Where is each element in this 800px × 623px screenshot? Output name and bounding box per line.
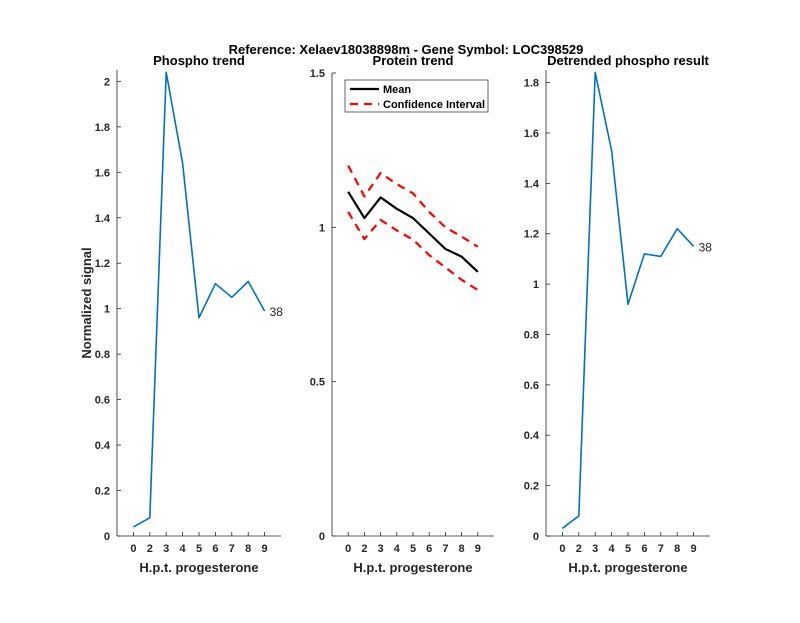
ci-line [348, 212, 478, 290]
x-tick-label: 5 [196, 543, 202, 555]
x-tick-label: 5 [410, 543, 416, 555]
x-tick-label: 7 [229, 543, 235, 555]
panel-title: Phospho trend [153, 53, 245, 68]
x-axis-label: H.p.t. progesterone [353, 560, 472, 575]
panel-title: Detrended phospho result [547, 53, 709, 68]
y-tick-label: 0.6 [95, 395, 110, 407]
ci-line [348, 166, 478, 247]
y-tick-label: 1.6 [524, 128, 539, 140]
x-tick-label: 3 [378, 543, 384, 555]
y-tick-label: 0.2 [95, 486, 110, 498]
series-line [133, 72, 264, 527]
legend: Mean Confidence Interval [345, 80, 488, 112]
x-tick-label: 3 [163, 543, 169, 555]
legend-mean-label: Mean [383, 84, 411, 96]
x-tick-label: 8 [674, 543, 680, 555]
x-tick-label: 9 [691, 543, 697, 555]
x-tick-label: 9 [475, 543, 481, 555]
end-label: 38 [270, 305, 284, 319]
x-tick-label: 4 [609, 543, 616, 555]
x-axis-label: H.p.t. progesterone [139, 560, 258, 575]
x-tick-label: 0 [130, 543, 136, 555]
x-tick-label: 9 [262, 543, 268, 555]
x-tick-label: 8 [245, 543, 251, 555]
x-tick-label: 2 [147, 543, 153, 555]
y-tick-label: 1 [533, 279, 539, 291]
y-tick-label: 1.2 [95, 258, 110, 270]
y-tick-label: 2 [104, 76, 110, 88]
x-tick-label: 4 [394, 543, 401, 555]
y-tick-label: 1.5 [310, 68, 325, 80]
x-tick-label: 7 [442, 543, 448, 555]
y-tick-label: 0.2 [524, 481, 539, 493]
x-tick-label: 6 [426, 543, 432, 555]
y-tick-label: 0.6 [524, 380, 539, 392]
y-tick-label: 0.4 [524, 430, 540, 442]
mean-line [348, 192, 478, 272]
x-tick-label: 4 [180, 543, 187, 555]
y-tick-label: 1.8 [524, 78, 539, 90]
x-tick-label: 0 [345, 543, 351, 555]
x-tick-label: 7 [658, 543, 664, 555]
x-tick-label: 6 [212, 543, 218, 555]
series-line [562, 73, 693, 529]
y-tick-label: 0.5 [310, 377, 325, 389]
y-tick-label: 0 [319, 531, 325, 543]
y-tick-label: 1 [319, 222, 325, 234]
panel-title: Protein trend [373, 53, 454, 68]
x-axis-label: H.p.t. progesterone [568, 560, 687, 575]
x-tick-label: 3 [592, 543, 598, 555]
x-tick-label: 2 [361, 543, 367, 555]
x-tick-label: 6 [641, 543, 647, 555]
end-label: 38 [699, 240, 713, 254]
legend-ci-label: Confidence Interval [383, 99, 485, 111]
y-tick-label: 1.2 [524, 229, 539, 241]
x-tick-label: 0 [559, 543, 565, 555]
y-tick-label: 1.8 [95, 122, 110, 134]
y-axis-label: Normalized signal [79, 247, 94, 358]
y-tick-label: 0 [533, 531, 539, 543]
y-tick-label: 1 [104, 304, 110, 316]
y-tick-label: 1.4 [524, 178, 540, 190]
x-tick-label: 5 [625, 543, 631, 555]
y-tick-label: 0 [104, 531, 110, 543]
x-tick-label: 8 [459, 543, 465, 555]
y-tick-label: 1.4 [95, 213, 111, 225]
x-tick-label: 2 [576, 543, 582, 555]
y-tick-label: 0.8 [95, 349, 110, 361]
y-tick-label: 0.8 [524, 329, 539, 341]
y-tick-label: 1.6 [95, 167, 110, 179]
y-tick-label: 0.4 [95, 440, 111, 452]
